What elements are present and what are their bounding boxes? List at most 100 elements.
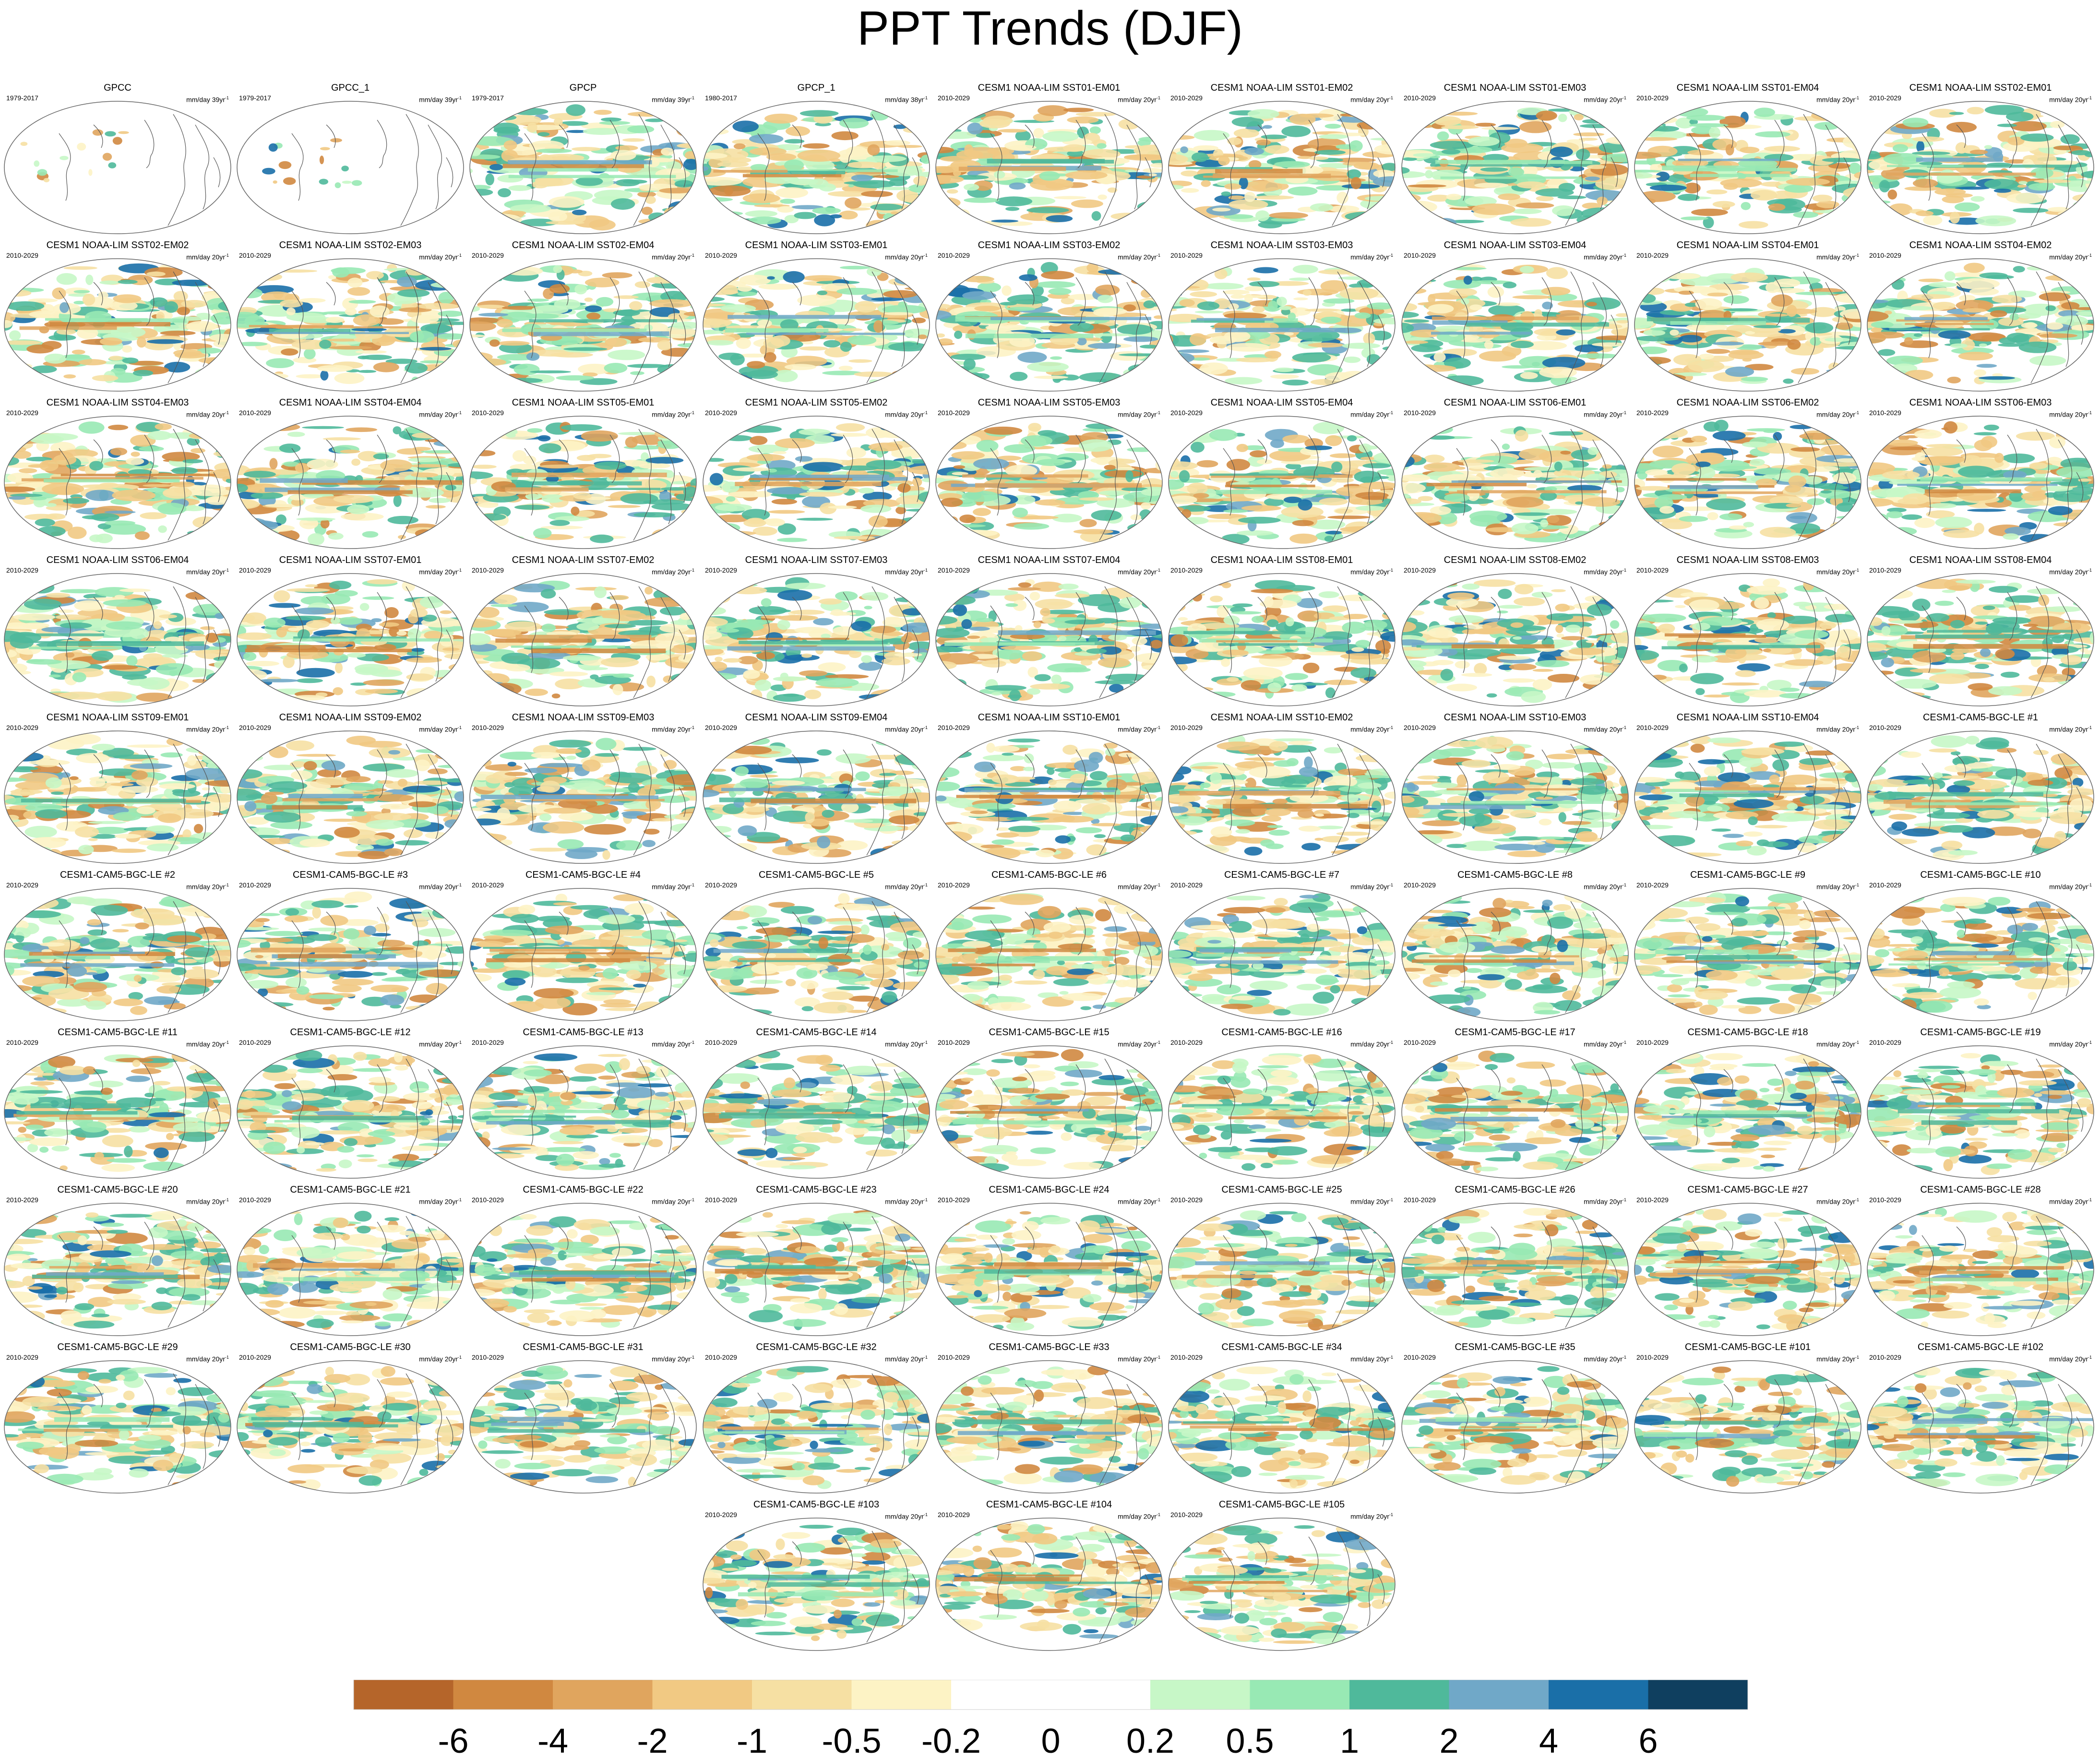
panel-units-text: mm/day 38yr — [885, 96, 924, 104]
panel-units: mm/day 20yr-1 — [1350, 1196, 1393, 1206]
panel-units: mm/day 20yr-1 — [1816, 566, 1859, 576]
panel-units-exponent: -1 — [1156, 1355, 1160, 1360]
trend-map — [1634, 416, 1861, 549]
panel-units: mm/day 20yr-1 — [1350, 409, 1393, 419]
panel-period: 2010-2029 — [1636, 1039, 1669, 1046]
map-panel: CESM1 NOAA-LIM SST02-EM01 2010-2029 mm/day… — [1865, 83, 2096, 236]
trend-map — [935, 1203, 1163, 1336]
panel-title: CESM1-CAM5-BGC-LE #14 — [756, 1027, 877, 1038]
panel-title: CESM1-CAM5-BGC-LE #23 — [756, 1184, 877, 1195]
panel-units: mm/day 20yr-1 — [1350, 1511, 1393, 1520]
panel-period: 2010-2029 — [938, 251, 970, 259]
panel-units-text: mm/day 20yr — [1816, 1040, 1855, 1048]
panel-units: mm/day 20yr-1 — [1118, 409, 1160, 419]
panel-period: 2010-2029 — [1636, 251, 1669, 259]
panel-units-exponent: -1 — [690, 568, 694, 573]
map-panel: CESM1-CAM5-BGC-LE #17 2010-2029 mm/day 20y… — [1400, 1027, 1630, 1181]
trend-map — [1168, 1203, 1396, 1336]
panel-period: 2010-2029 — [705, 1196, 737, 1204]
panel-units: mm/day 20yr-1 — [1816, 1196, 1859, 1206]
panel-title: CESM1 NOAA-LIM SST07-EM04 — [978, 555, 1121, 565]
panel-units-text: mm/day 20yr — [1816, 96, 1855, 104]
trend-map — [1168, 101, 1396, 234]
trend-map — [703, 730, 930, 864]
panel-units: mm/day 20yr-1 — [186, 409, 229, 419]
map-panel: CESM1 NOAA-LIM SST06-EM02 2010-2029 mm/day… — [1633, 397, 1863, 551]
panel-units-exponent: -1 — [1855, 1040, 1859, 1045]
panel-units-exponent: -1 — [690, 725, 694, 730]
panel-units-exponent: -1 — [1622, 96, 1626, 100]
panel-title: CESM1-CAM5-BGC-LE #101 — [1684, 1342, 1811, 1352]
panel-units-text: mm/day 20yr — [186, 1040, 225, 1048]
map-panel: CESM1-CAM5-BGC-LE #11 2010-2029 mm/day 20y… — [2, 1027, 233, 1181]
panel-units-exponent: -1 — [225, 96, 229, 100]
panel-period: 2010-2029 — [705, 566, 737, 574]
trend-map — [1168, 1045, 1396, 1179]
trend-map — [935, 573, 1163, 706]
panel-period: 2010-2029 — [472, 251, 504, 259]
map-panel: CESM1 NOAA-LIM SST07-EM02 2010-2029 mm/day… — [468, 555, 698, 708]
panel-period: 2010-2029 — [472, 1353, 504, 1361]
panel-units: mm/day 20yr-1 — [1584, 724, 1626, 733]
map-panel: CESM1 NOAA-LIM SST09-EM01 2010-2029 mm/day… — [2, 712, 233, 866]
panel-period: 2010-2029 — [1636, 566, 1669, 574]
trend-map — [469, 1360, 697, 1494]
panel-units: mm/day 20yr-1 — [1350, 724, 1393, 733]
panel-period: 2010-2029 — [6, 409, 38, 417]
map-panel: CESM1-CAM5-BGC-LE #19 2010-2029 mm/day 20y… — [1865, 1027, 2096, 1181]
panel-period: 2010-2029 — [472, 1039, 504, 1046]
panel-period: 2010-2029 — [938, 1511, 970, 1519]
panel-units: mm/day 20yr-1 — [885, 1196, 928, 1206]
panel-units-text: mm/day 20yr — [1350, 253, 1389, 261]
panel-units-exponent: -1 — [1156, 725, 1160, 730]
panel-title: CESM1 NOAA-LIM SST07-EM02 — [512, 555, 655, 565]
panel-units-text: mm/day 20yr — [885, 1040, 924, 1048]
panel-units-exponent: -1 — [457, 253, 462, 258]
map-panel: CESM1-CAM5-BGC-LE #103 2010-2029 mm/day 20… — [701, 1499, 931, 1653]
panel-units-text: mm/day 20yr — [1118, 1512, 1157, 1520]
map-panel: CESM1-CAM5-BGC-LE #10 2010-2029 mm/day 20y… — [1865, 870, 2096, 1023]
panel-units-text: mm/day 20yr — [419, 883, 458, 891]
panel-title: CESM1 NOAA-LIM SST10-EM01 — [978, 712, 1121, 723]
colorbar-swatch — [1250, 1680, 1349, 1710]
panel-units-exponent: -1 — [1855, 96, 1859, 100]
panel-units-exponent: -1 — [690, 96, 694, 100]
panel-period: 2010-2029 — [1636, 1353, 1669, 1361]
map-panel: CESM1-CAM5-BGC-LE #18 2010-2029 mm/day 20y… — [1633, 1027, 1863, 1181]
panel-units-exponent: -1 — [457, 568, 462, 573]
panel-period: 2010-2029 — [705, 409, 737, 417]
panel-period: 2010-2029 — [6, 724, 38, 731]
panel-units-text: mm/day 20yr — [1350, 1355, 1389, 1363]
panel-title: CESM1 NOAA-LIM SST09-EM01 — [46, 712, 189, 723]
panel-period: 2010-2029 — [1404, 251, 1436, 259]
map-panel: CESM1-CAM5-BGC-LE #104 2010-2029 mm/day 20… — [934, 1499, 1164, 1653]
panel-title: CESM1 NOAA-LIM SST10-EM04 — [1676, 712, 1819, 723]
trend-map — [4, 258, 231, 392]
panel-units-text: mm/day 20yr — [1118, 253, 1157, 261]
colorbar-tick-label: -1 — [737, 1722, 767, 1758]
trend-map — [1168, 573, 1396, 706]
panel-title: CESM1 NOAA-LIM SST08-EM04 — [1909, 555, 2052, 565]
panel-units-exponent: -1 — [457, 883, 462, 887]
trend-map — [469, 573, 697, 706]
panel-title: CESM1-CAM5-BGC-LE #26 — [1455, 1184, 1575, 1195]
colorbar-outline — [353, 1680, 1748, 1710]
panel-units-text: mm/day 20yr — [1350, 1197, 1389, 1206]
panel-units: mm/day 20yr-1 — [419, 409, 462, 419]
panel-period: 2010-2029 — [1404, 881, 1436, 889]
panel-units-exponent: -1 — [690, 1197, 694, 1202]
panel-units: mm/day 20yr-1 — [419, 881, 462, 891]
panel-units: mm/day 39yr-1 — [419, 94, 462, 104]
panel-title: CESM1-CAM5-BGC-LE #20 — [57, 1184, 178, 1195]
panel-units: mm/day 20yr-1 — [2049, 409, 2092, 419]
map-panel: CESM1-CAM5-BGC-LE #3 2010-2029 mm/day 20yr… — [235, 870, 465, 1023]
panel-title: CESM1-CAM5-BGC-LE #19 — [1920, 1027, 2041, 1038]
panel-units-text: mm/day 20yr — [1816, 410, 1855, 419]
panel-units: mm/day 20yr-1 — [1350, 881, 1393, 891]
trend-map — [1867, 1045, 2094, 1179]
panel-units-text: mm/day 20yr — [2049, 1040, 2088, 1048]
panel-period: 2010-2029 — [1869, 566, 1901, 574]
panel-units-text: mm/day 20yr — [1584, 725, 1623, 733]
panel-title: CESM1-CAM5-BGC-LE #31 — [523, 1342, 644, 1352]
panel-units-exponent: -1 — [2088, 1040, 2092, 1045]
